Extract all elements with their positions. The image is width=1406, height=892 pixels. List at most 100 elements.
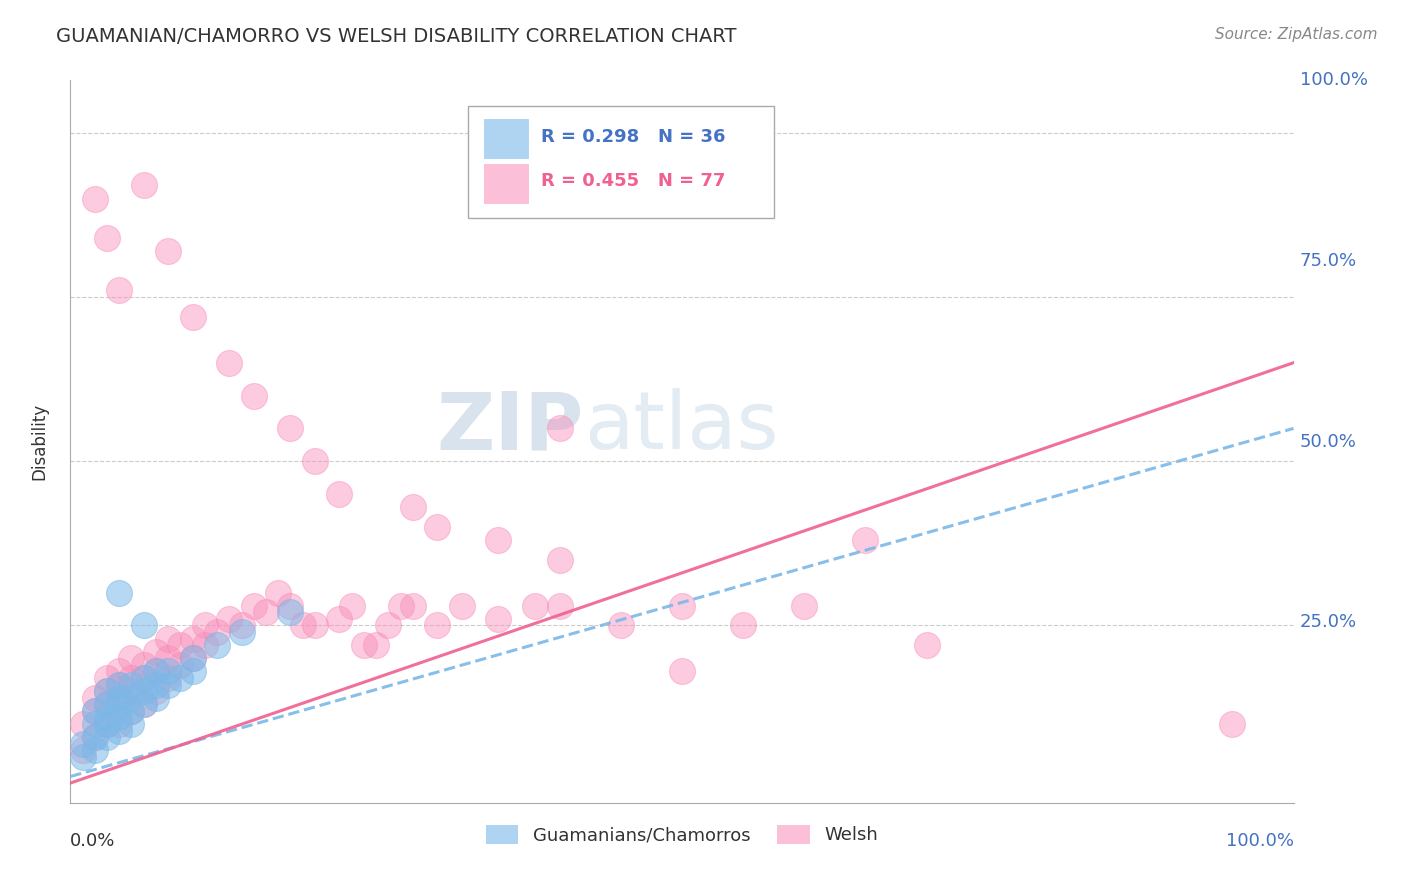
Point: [181, 665, 204, 679]
Point: [181, 651, 204, 665]
Point: [145, 645, 167, 659]
Point: [145, 665, 167, 679]
Point: [108, 585, 131, 599]
Text: 75.0%: 75.0%: [1299, 252, 1357, 270]
Point: [121, 717, 143, 731]
Point: [145, 684, 167, 698]
Point: [169, 671, 191, 685]
Point: [83, 690, 105, 705]
Point: [304, 454, 326, 468]
FancyBboxPatch shape: [484, 164, 527, 203]
Point: [83, 730, 105, 744]
Point: [218, 356, 240, 370]
Point: [218, 612, 240, 626]
Point: [181, 310, 204, 324]
Point: [488, 533, 510, 547]
Point: [145, 690, 167, 705]
Point: [267, 585, 290, 599]
Point: [915, 638, 938, 652]
Point: [231, 618, 253, 632]
Point: [72, 737, 94, 751]
FancyBboxPatch shape: [484, 119, 527, 158]
Point: [671, 665, 693, 679]
Point: [108, 690, 131, 705]
Text: 100.0%: 100.0%: [1226, 831, 1294, 850]
Point: [108, 677, 131, 691]
Point: [524, 599, 547, 613]
Text: GUAMANIAN/CHAMORRO VS WELSH DISABILITY CORRELATION CHART: GUAMANIAN/CHAMORRO VS WELSH DISABILITY C…: [56, 27, 737, 45]
Point: [793, 599, 815, 613]
Point: [671, 599, 693, 613]
Point: [132, 178, 155, 193]
Point: [1220, 717, 1243, 731]
Point: [157, 632, 180, 646]
Point: [108, 723, 131, 738]
Point: [108, 665, 131, 679]
Point: [450, 599, 472, 613]
Point: [328, 612, 350, 626]
Point: [121, 684, 143, 698]
Point: [83, 704, 105, 718]
Point: [83, 730, 105, 744]
Point: [121, 704, 143, 718]
Point: [83, 704, 105, 718]
Point: [426, 618, 449, 632]
Text: R = 0.455   N = 77: R = 0.455 N = 77: [541, 172, 725, 190]
Point: [280, 605, 302, 619]
Point: [353, 638, 375, 652]
Point: [389, 599, 412, 613]
Point: [96, 698, 118, 712]
Point: [108, 698, 131, 712]
Point: [145, 665, 167, 679]
Point: [121, 651, 143, 665]
Point: [96, 684, 118, 698]
Point: [328, 487, 350, 501]
Point: [402, 500, 425, 515]
Point: [108, 710, 131, 724]
Text: Disability: Disability: [31, 403, 48, 480]
Point: [488, 612, 510, 626]
Point: [96, 717, 118, 731]
Point: [610, 618, 633, 632]
Point: [96, 698, 118, 712]
Point: [108, 284, 131, 298]
Point: [157, 244, 180, 258]
Point: [108, 690, 131, 705]
Point: [121, 690, 143, 705]
Point: [121, 671, 143, 685]
Point: [340, 599, 363, 613]
Text: atlas: atlas: [583, 388, 779, 467]
Text: 50.0%: 50.0%: [1299, 433, 1357, 450]
Point: [304, 618, 326, 632]
Point: [181, 632, 204, 646]
Point: [243, 599, 266, 613]
Point: [108, 717, 131, 731]
Point: [280, 421, 302, 435]
Point: [132, 657, 155, 672]
Point: [132, 671, 155, 685]
Point: [96, 671, 118, 685]
Text: ZIP: ZIP: [437, 388, 583, 467]
Point: [83, 717, 105, 731]
Point: [132, 698, 155, 712]
Point: [366, 638, 388, 652]
Point: [377, 618, 399, 632]
Point: [231, 625, 253, 640]
Point: [132, 671, 155, 685]
Point: [548, 421, 571, 435]
Point: [96, 684, 118, 698]
Text: R = 0.298   N = 36: R = 0.298 N = 36: [541, 128, 725, 145]
Legend: Guamanians/Chamorros, Welsh: Guamanians/Chamorros, Welsh: [478, 818, 886, 852]
Point: [181, 651, 204, 665]
Point: [83, 743, 105, 757]
Point: [733, 618, 755, 632]
Point: [205, 625, 228, 640]
Point: [96, 717, 118, 731]
Text: Source: ZipAtlas.com: Source: ZipAtlas.com: [1215, 27, 1378, 42]
Point: [243, 388, 266, 402]
Point: [254, 605, 277, 619]
Point: [280, 599, 302, 613]
Point: [548, 599, 571, 613]
Point: [96, 710, 118, 724]
Point: [72, 743, 94, 757]
